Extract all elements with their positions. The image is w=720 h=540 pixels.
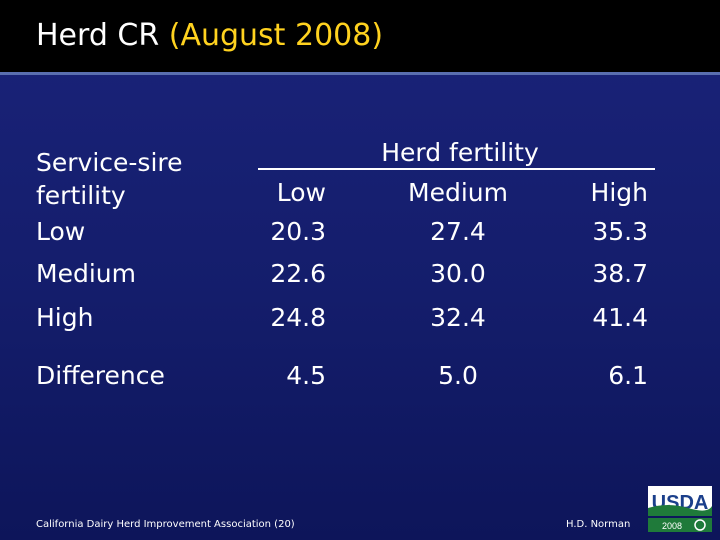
row-label-high: High <box>36 303 94 332</box>
cell-high-low: 24.8 <box>270 303 326 332</box>
cell-medium-low: 22.6 <box>270 259 326 288</box>
cell-high-medium: 32.4 <box>430 303 486 332</box>
slide-title: Herd CR (August 2008) <box>36 18 383 53</box>
diff-medium: 5.0 <box>438 361 478 390</box>
usda-logo-year: 2008 <box>662 521 682 531</box>
footer-author: H.D. Norman <box>566 519 631 530</box>
cell-low-low: 20.3 <box>270 217 326 246</box>
row-label-medium: Medium <box>36 259 136 288</box>
row-label-difference: Difference <box>36 361 165 390</box>
group-header: Herd fertility <box>381 138 539 167</box>
title-prefix: Herd CR <box>36 18 160 53</box>
group-header-rule <box>258 168 655 170</box>
cell-high-high: 41.4 <box>592 303 648 332</box>
diff-high: 6.1 <box>608 361 648 390</box>
row-label-low: Low <box>36 217 86 246</box>
usda-logo: USDA 2008 <box>648 486 712 532</box>
diff-low: 4.5 <box>286 361 326 390</box>
title-highlight: (August 2008) <box>168 18 384 53</box>
row-header-line1: Service-sire <box>36 148 183 177</box>
col-header-low: Low <box>276 178 326 207</box>
usda-logo-graphic: USDA 2008 <box>648 486 712 532</box>
col-header-high: High <box>590 178 648 207</box>
title-divider <box>0 72 720 75</box>
title-bar <box>0 0 720 72</box>
cell-medium-medium: 30.0 <box>430 259 486 288</box>
col-header-medium: Medium <box>408 178 508 207</box>
row-header-line2: fertility <box>36 181 126 210</box>
cell-low-high: 35.3 <box>592 217 648 246</box>
cell-medium-high: 38.7 <box>592 259 648 288</box>
cell-low-medium: 27.4 <box>430 217 486 246</box>
footer-source: California Dairy Herd Improvement Associ… <box>36 519 295 530</box>
